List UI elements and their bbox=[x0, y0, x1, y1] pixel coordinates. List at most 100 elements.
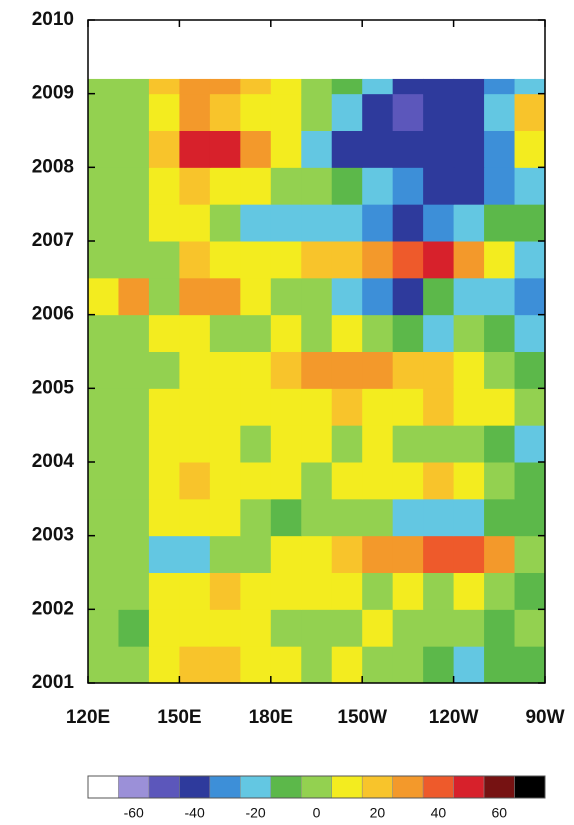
heat-cell bbox=[362, 204, 394, 242]
heat-cell bbox=[118, 204, 150, 242]
plot-frame bbox=[87, 19, 546, 684]
heat-cell bbox=[331, 609, 363, 647]
heat-cell bbox=[301, 535, 333, 573]
heat-cell bbox=[270, 535, 302, 573]
heat-cell bbox=[240, 388, 272, 426]
heat-cell bbox=[240, 277, 272, 316]
heat-cell bbox=[148, 277, 180, 316]
heat-cell bbox=[270, 241, 302, 279]
heat-cell bbox=[423, 572, 455, 610]
heat-cell bbox=[423, 93, 455, 131]
heat-cell bbox=[179, 535, 211, 573]
heat-cell bbox=[179, 167, 211, 205]
heat-cell bbox=[392, 314, 424, 352]
colorbar-box bbox=[301, 775, 332, 799]
heat-cell bbox=[331, 241, 363, 279]
heat-cell bbox=[88, 204, 119, 242]
heat-cell bbox=[148, 388, 180, 426]
heat-cell bbox=[484, 646, 516, 684]
heat-cell bbox=[484, 351, 516, 389]
heat-cell bbox=[331, 93, 363, 131]
heat-cell bbox=[118, 314, 150, 352]
heat-cell bbox=[270, 646, 302, 684]
heat-cell bbox=[148, 425, 180, 463]
heat-cell bbox=[148, 351, 180, 389]
y-tick-label: 2007 bbox=[32, 230, 74, 251]
heat-cell bbox=[514, 78, 546, 95]
heat-cell bbox=[118, 425, 150, 463]
heat-cell bbox=[148, 241, 180, 279]
x-tick-label: 180E bbox=[249, 707, 293, 728]
heat-cell bbox=[301, 498, 333, 537]
heat-cell bbox=[148, 314, 180, 352]
heat-cell bbox=[331, 314, 363, 352]
heat-cell bbox=[362, 167, 394, 205]
heat-cell bbox=[514, 130, 546, 168]
heat-cell bbox=[301, 646, 333, 684]
heat-cell bbox=[392, 130, 424, 168]
heat-cell bbox=[88, 609, 119, 647]
colorbar-label: -20 bbox=[245, 805, 265, 821]
heat-cell bbox=[148, 572, 180, 610]
heat-cell bbox=[179, 388, 211, 426]
heat-cell bbox=[301, 241, 333, 279]
heat-cell bbox=[209, 277, 241, 316]
heat-cell bbox=[362, 277, 394, 316]
heat-cell bbox=[209, 204, 241, 242]
x-tick-label: 150E bbox=[157, 707, 201, 728]
heat-cell bbox=[423, 462, 455, 500]
heat-cell bbox=[331, 351, 363, 389]
heat-cell bbox=[453, 130, 485, 168]
heat-cell bbox=[453, 609, 485, 647]
heat-cell bbox=[514, 388, 546, 426]
heat-cell bbox=[118, 572, 150, 610]
heat-cell bbox=[514, 535, 546, 573]
heat-cell bbox=[362, 535, 394, 573]
heat-cell bbox=[331, 78, 363, 95]
heat-cell bbox=[240, 351, 272, 389]
x-tick-label: 120E bbox=[66, 707, 110, 728]
heat-cell bbox=[362, 646, 394, 684]
heat-cell bbox=[484, 425, 516, 463]
heat-cell bbox=[88, 167, 119, 205]
heat-cell bbox=[331, 388, 363, 426]
heat-cell bbox=[209, 572, 241, 610]
colorbar-box bbox=[392, 775, 424, 799]
heat-cell bbox=[514, 277, 546, 316]
heat-cell bbox=[88, 130, 119, 168]
heat-cell bbox=[209, 241, 241, 279]
colorbar-frame bbox=[87, 775, 546, 799]
heat-cell bbox=[179, 277, 211, 316]
heat-cell bbox=[179, 425, 211, 463]
heat-cell bbox=[179, 314, 211, 352]
heat-cell bbox=[453, 204, 485, 242]
heat-cell bbox=[148, 167, 180, 205]
heat-cell bbox=[453, 314, 485, 352]
heat-cell bbox=[514, 498, 546, 537]
heat-cell bbox=[392, 241, 424, 279]
heat-cell bbox=[453, 167, 485, 205]
heat-cell bbox=[301, 351, 333, 389]
heat-cell bbox=[392, 388, 424, 426]
heat-cell bbox=[209, 609, 241, 647]
heat-cell bbox=[209, 351, 241, 389]
heat-cell bbox=[423, 204, 455, 242]
heat-cell bbox=[270, 609, 302, 647]
heat-cell bbox=[362, 609, 394, 647]
heat-cell bbox=[484, 388, 516, 426]
heat-cell bbox=[362, 425, 394, 463]
heat-cell bbox=[179, 93, 211, 131]
heat-cell bbox=[240, 609, 272, 647]
heat-cell bbox=[392, 462, 424, 500]
heat-cell bbox=[423, 130, 455, 168]
heat-cell bbox=[240, 78, 272, 95]
heat-cell bbox=[362, 462, 394, 500]
heat-cell bbox=[88, 314, 119, 352]
heat-cell bbox=[423, 351, 455, 389]
heat-cell bbox=[301, 204, 333, 242]
heat-cell bbox=[484, 498, 516, 537]
y-tick-label: 2005 bbox=[32, 377, 75, 398]
heat-cell bbox=[240, 130, 272, 168]
heat-cell bbox=[392, 277, 424, 316]
heat-cell bbox=[118, 498, 150, 537]
